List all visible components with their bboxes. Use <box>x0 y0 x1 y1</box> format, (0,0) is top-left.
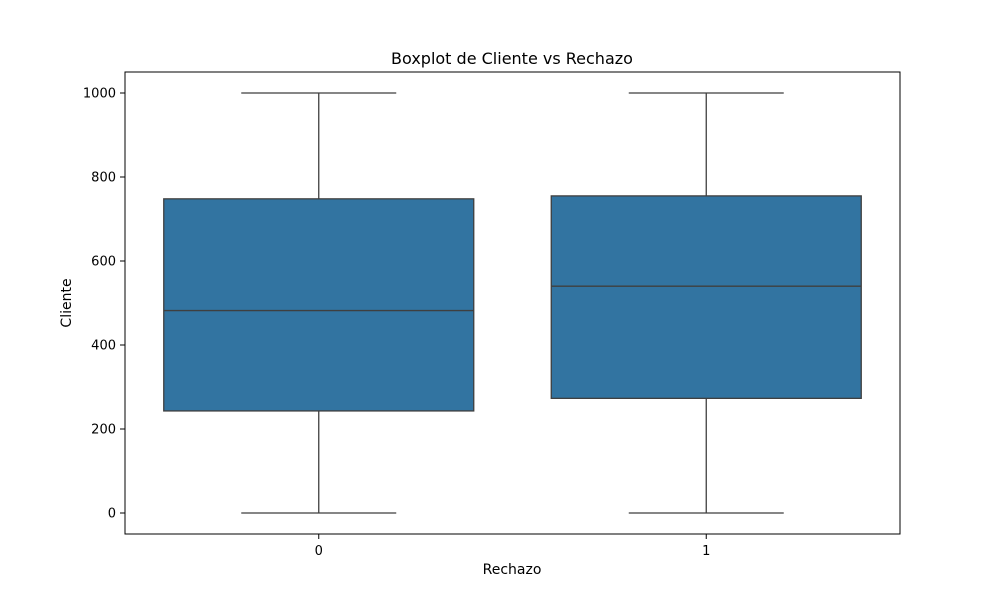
box-group-1 <box>550 92 862 514</box>
x-tick-label: 1 <box>702 544 710 559</box>
y-tick-label: 400 <box>91 339 116 354</box>
y-tick-label: 800 <box>91 171 116 186</box>
box-iqr <box>550 195 862 399</box>
plot-area <box>163 92 862 514</box>
y-tick-label: 0 <box>108 507 116 522</box>
y-tick-label: 1000 <box>83 87 116 102</box>
x-tick-label: 0 <box>315 544 323 559</box>
y-tick-label: 600 <box>91 255 116 270</box>
y-tick-label: 200 <box>91 423 116 438</box>
chart-title: Boxplot de Cliente vs Rechazo <box>391 49 633 68</box>
x-axis-label: Rechazo <box>483 562 542 578</box>
plot-frame <box>124 71 901 535</box>
box-iqr <box>163 198 475 412</box>
y-axis: 0 200 400 600 800 1000 <box>83 87 125 522</box>
box-group-0 <box>163 92 475 514</box>
y-axis-label: Cliente <box>59 278 75 327</box>
